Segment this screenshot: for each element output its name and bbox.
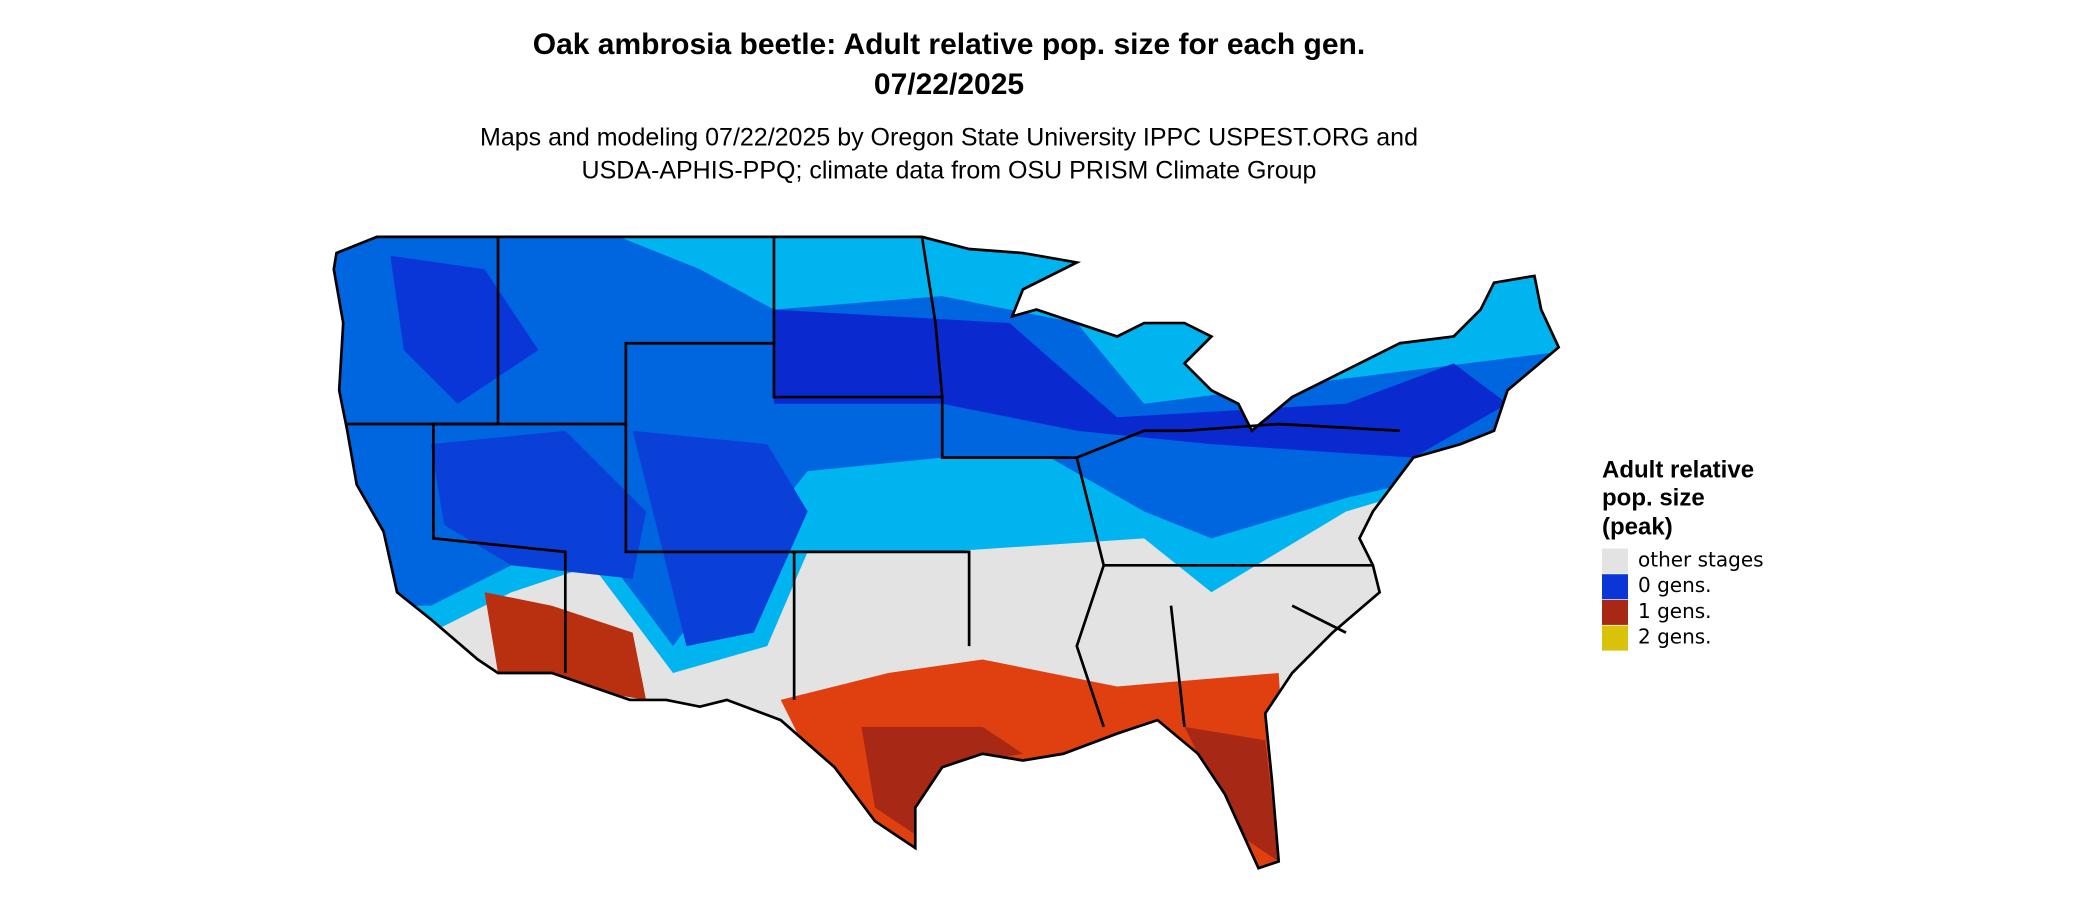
legend: Adult relative pop. size (peak) other st… — [1602, 456, 1764, 651]
legend-label: 2 gens. — [1638, 625, 1712, 649]
legend-label: 0 gens. — [1638, 573, 1712, 597]
region-red — [1184, 726, 1279, 862]
region-dark-blue — [773, 309, 1508, 458]
state-borders — [332, 235, 1561, 870]
legend-swatch — [1602, 548, 1628, 574]
legend-title: Adult relative — [1602, 456, 1754, 483]
legend-swatch — [1602, 599, 1628, 625]
legend-swatch — [1602, 574, 1628, 600]
us-map — [332, 235, 1561, 870]
region-dark-blue — [430, 430, 647, 579]
subtitle: USDA-APHIS-PPQ; climate data from OSU PR… — [582, 157, 1317, 185]
region-dark-blue — [632, 430, 808, 647]
title: 07/22/2025 — [874, 68, 1024, 101]
legend-title: pop. size — [1602, 484, 1705, 511]
legend-title: (peak) — [1602, 513, 1673, 540]
region-dark-blue — [390, 255, 539, 404]
legend-swatch — [1602, 625, 1628, 651]
title: Oak ambrosia beetle: Adult relative pop.… — [533, 28, 1365, 61]
legend-label: 1 gens. — [1638, 599, 1712, 623]
legend-label: other stages — [1638, 548, 1764, 572]
subtitle: Maps and modeling 07/22/2025 by Oregon S… — [480, 124, 1418, 152]
